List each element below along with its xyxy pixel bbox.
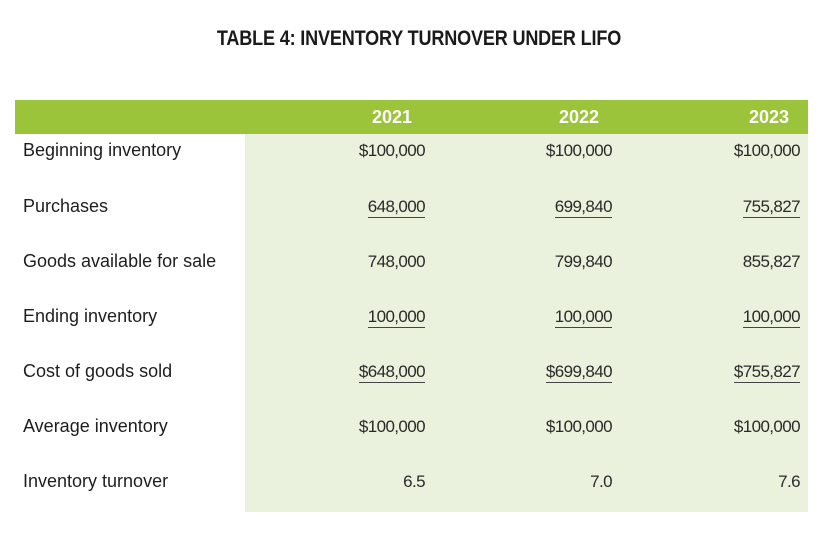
table-cell: $100,000 [660, 141, 801, 161]
table-cell-value: 855,827 [742, 252, 801, 271]
table-cell: 755,827 [660, 197, 801, 218]
table-cell-value: 748,000 [367, 252, 426, 271]
table-cell-value: $648,000 [358, 362, 426, 383]
table-cell-value: $699,840 [545, 362, 613, 383]
table-cell-value: $100,000 [545, 141, 613, 160]
row-label: Average inventory [23, 416, 168, 436]
table-cell-value: $100,000 [358, 141, 426, 160]
table-cell: 855,827 [660, 252, 801, 272]
table-cell: $100,000 [285, 417, 426, 437]
table-cell-value: 7.6 [778, 472, 800, 491]
table-cell: $100,000 [472, 417, 613, 437]
table-cell: $699,840 [472, 362, 613, 383]
table-header-band [15, 100, 808, 134]
table-cell: 100,000 [472, 307, 613, 328]
table-cell: $755,827 [660, 362, 801, 383]
table-cell-value: 100,000 [367, 307, 426, 328]
table-cell-value: 755,827 [742, 197, 801, 218]
table-title: TABLE 4: INVENTORY TURNOVER UNDER LIFO [216, 27, 622, 50]
table-cell: 648,000 [285, 197, 426, 218]
table-cell-value: $100,000 [358, 417, 426, 436]
table-cell-value: 648,000 [367, 197, 426, 218]
row-label: Goods available for sale [23, 251, 217, 271]
table-cell: $100,000 [660, 417, 801, 437]
table-cell-value: 7.0 [590, 472, 612, 491]
row-label: Purchases [23, 196, 109, 216]
table-cell: 100,000 [660, 307, 801, 328]
table-values-band [245, 134, 808, 512]
table-cell: $100,000 [285, 141, 426, 161]
table-cell-value: 100,000 [742, 307, 801, 328]
table-cell: $100,000 [472, 141, 613, 161]
table-cell: $648,000 [285, 362, 426, 383]
table-cell: 799,840 [472, 252, 613, 272]
table-cell-value: 100,000 [554, 307, 613, 328]
row-label: Cost of goods sold [23, 361, 173, 381]
column-header-2023: 2023 [748, 107, 789, 127]
table-cell: 100,000 [285, 307, 426, 328]
table-cell-value: 799,840 [554, 252, 613, 271]
table-cell: 748,000 [285, 252, 426, 272]
table-cell: 7.6 [660, 472, 800, 492]
table-cell-value: $755,827 [733, 362, 801, 383]
row-label: Ending inventory [23, 306, 158, 326]
table-cell: 7.0 [472, 472, 612, 492]
table-cell: 6.5 [285, 472, 425, 492]
table-cell-value: $100,000 [545, 417, 613, 436]
row-label: Inventory turnover [23, 471, 169, 491]
column-header-2021: 2021 [371, 107, 412, 127]
table-cell-value: $100,000 [733, 141, 801, 160]
table-cell-value: $100,000 [733, 417, 801, 436]
row-label: Beginning inventory [23, 140, 182, 160]
table-cell-value: 699,840 [554, 197, 613, 218]
column-header-2022: 2022 [558, 107, 599, 127]
table-cell: 699,840 [472, 197, 613, 218]
table-cell-value: 6.5 [403, 472, 425, 491]
